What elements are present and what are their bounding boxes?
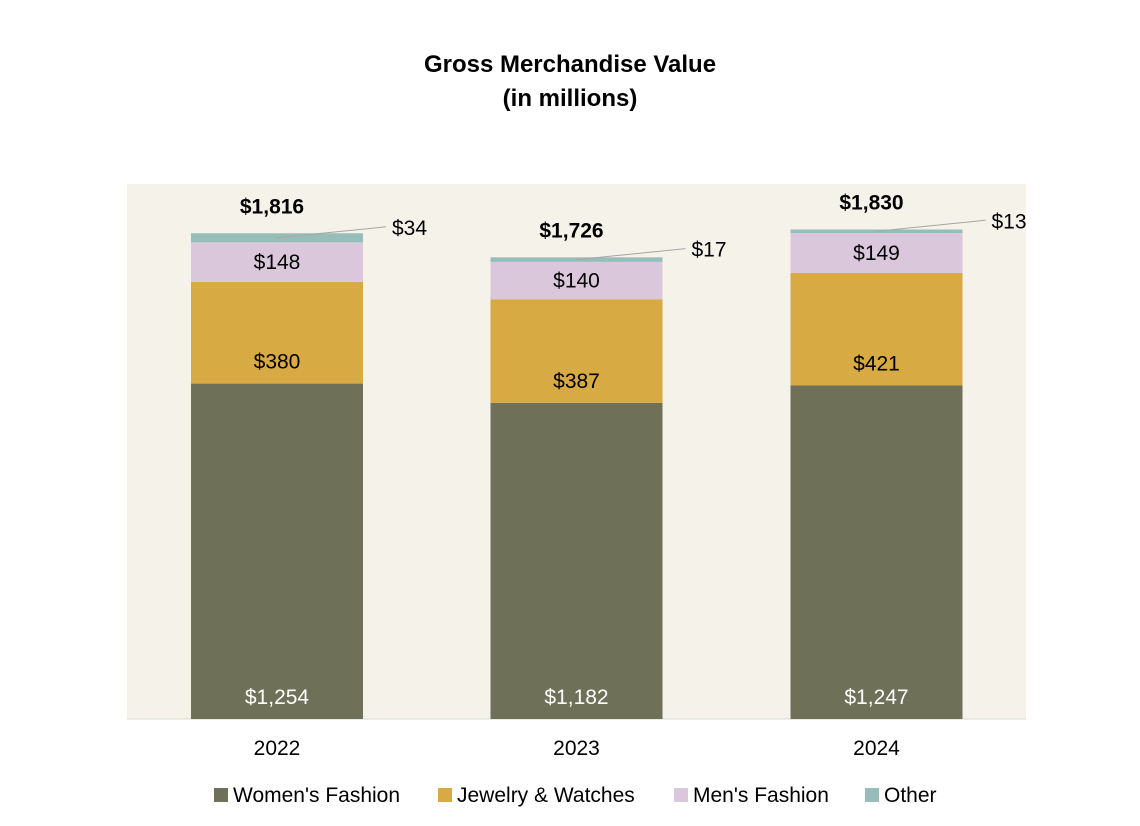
leader-line [576, 248, 686, 261]
x-tick-label: 2023 [553, 737, 600, 760]
data-label: $17 [692, 239, 727, 262]
total-label: $1,726 [539, 219, 603, 242]
data-label: $149 [853, 242, 900, 265]
data-label: $1,182 [544, 686, 608, 709]
data-label: $1,254 [245, 686, 310, 709]
x-axis-ticks: 2022 2023 2024 [254, 737, 901, 760]
bar-segment [790, 272, 963, 386]
legend-label: Other [884, 784, 937, 807]
chart-subtitle: (in millions) [503, 85, 638, 112]
legend-swatch [674, 788, 688, 802]
data-label: $13 [992, 210, 1027, 233]
data-label: $148 [254, 251, 301, 274]
leader-line [876, 219, 986, 232]
data-labels-group: $1,254 $380 $148 $34 $1,816 $1,182 $387 $140 $17… [240, 192, 1027, 709]
legend-swatch [865, 788, 879, 802]
bar-segment [490, 402, 663, 719]
legend-label: Women's Fashion [233, 784, 400, 807]
data-label: $387 [553, 370, 600, 393]
data-label: $140 [553, 270, 600, 293]
bar-segment [191, 383, 363, 719]
bar-segment [790, 385, 963, 719]
x-tick-label: 2024 [853, 737, 900, 760]
bar-segment [790, 232, 963, 273]
total-label: $1,816 [240, 195, 304, 218]
legend-swatch [438, 788, 452, 802]
bar-segment [490, 261, 663, 300]
data-label: $34 [392, 217, 427, 240]
data-label: $421 [853, 352, 900, 375]
bar-segment [490, 299, 663, 403]
leader-line [276, 226, 387, 239]
x-tick-label: 2022 [254, 737, 301, 760]
data-label: $380 [254, 351, 301, 374]
legend-label: Jewelry & Watches [457, 784, 635, 807]
data-label: $1,247 [844, 686, 908, 709]
bar-segment [191, 281, 363, 384]
total-label: $1,830 [839, 192, 903, 215]
legend-label: Men's Fashion [693, 784, 829, 807]
chart-title: Gross Merchandise Value [424, 51, 716, 78]
bar-segment [191, 242, 363, 282]
legend-swatch [214, 788, 228, 802]
legend: Women's Fashion Jewelry & Watches Men's Fa… [214, 784, 937, 807]
bars-group [191, 229, 963, 719]
